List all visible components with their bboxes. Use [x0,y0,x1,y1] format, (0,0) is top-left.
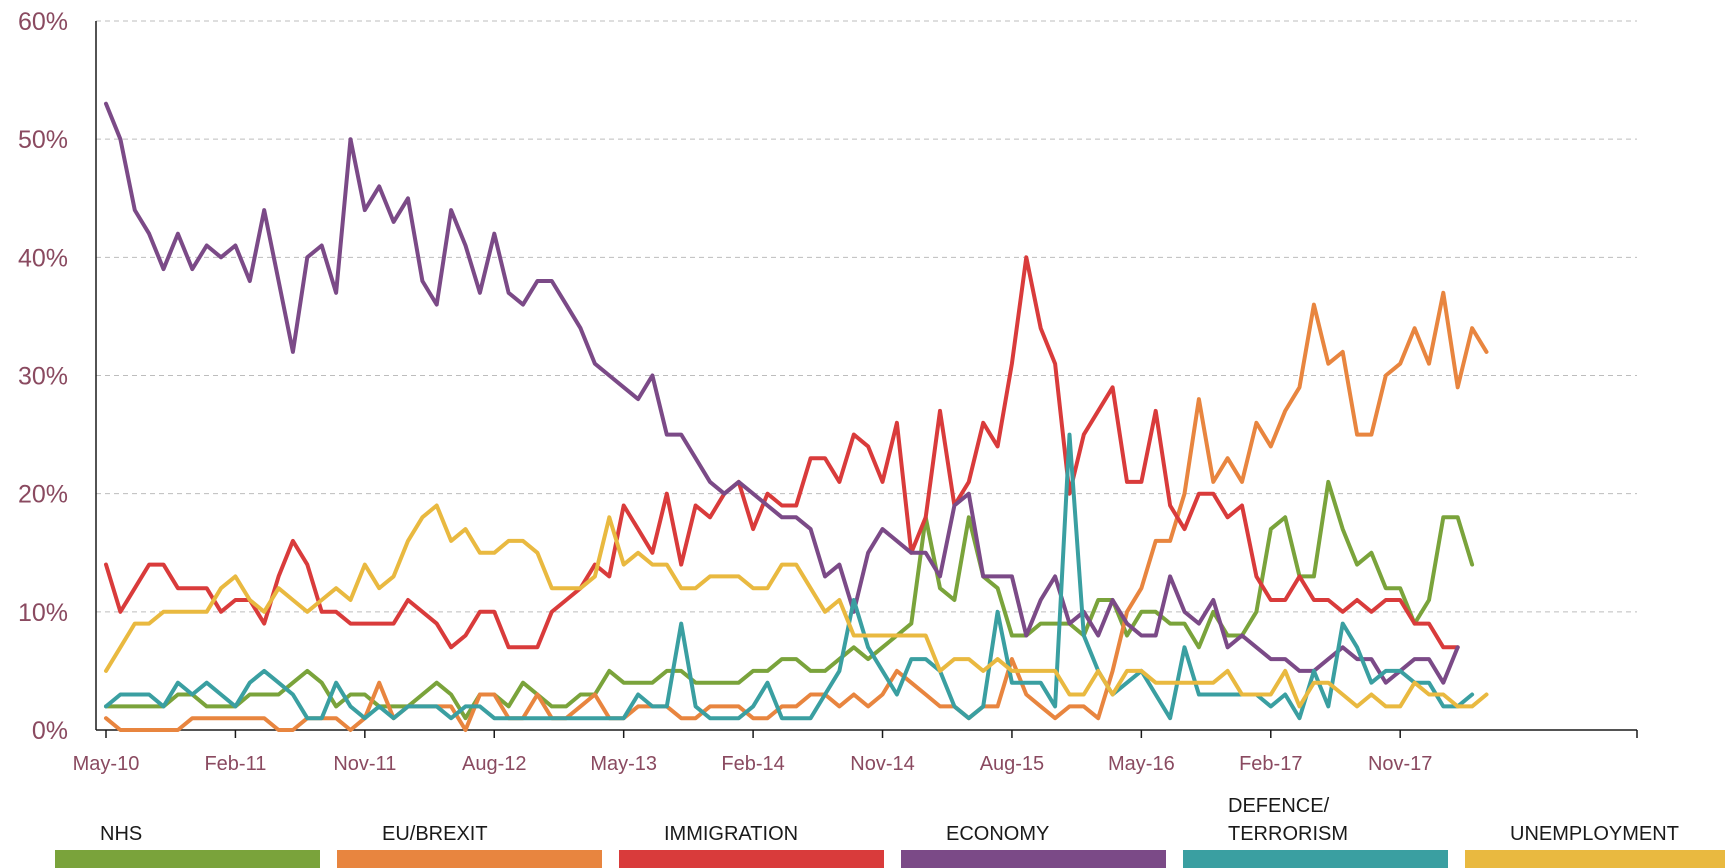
legend-swatch-unemployment [1465,850,1725,868]
series-line-immigration [104,255,1460,650]
legend-label-eu-brexit: EU/BREXIT [382,823,488,845]
legend-label-nhs: NHS [100,823,142,845]
x-tick-label: Feb-14 [721,753,784,775]
series-line-eu-brexit [104,290,1489,732]
y-tick-label: 40% [18,244,68,272]
legend-label-economy: ECONOMY [946,823,1049,845]
y-tick-label: 60% [18,8,68,36]
y-tick-label: 50% [18,126,68,154]
legend-swatch-eu-brexit [337,850,602,868]
legend-swatch-nhs [55,850,320,868]
x-tick-label: Nov-14 [850,753,914,775]
x-tick-label: Nov-11 [333,753,396,775]
legend: NHS EU/BREXIT IMMIGRATION ECONOMY DEFENCE/TE… [55,795,1725,868]
x-tick-label: Aug-12 [462,753,527,775]
series-line-economy [104,101,1460,685]
grid [96,20,1637,613]
x-tick-label: Nov-17 [1368,753,1432,775]
x-tick-label: May-13 [590,753,657,775]
axes: 0% 10% 20% 30% 40% 50% 60% May-10 Feb-11 Nov-11 Au… [18,8,1638,775]
legend-swatch-immigration [619,850,884,868]
x-tick-label: May-16 [1108,753,1175,775]
x-tick-label: Feb-11 [204,753,266,775]
legend-label-line: TERRORISM [1228,823,1348,845]
x-tick-label: Feb-17 [1239,753,1302,775]
y-tick-label: 20% [18,481,68,509]
legend-label-defence-terrorism: DEFENCE/TERRORISM [1228,795,1348,845]
y-tick-label: 10% [18,599,68,627]
y-tick-label: 30% [18,363,68,391]
legend-label-immigration: IMMIGRATION [664,823,798,845]
legend-swatch-economy [901,850,1166,868]
series-lines [104,101,1489,732]
legend-label-line: DEFENCE/ [1228,795,1330,817]
y-tick-label: 0% [32,717,68,745]
legend-swatch-defence-terrorism [1183,850,1448,868]
series-line-unemployment [104,503,1489,709]
legend-label-unemployment: UNEMPLOYMENT [1510,823,1679,845]
x-tick-label: May-10 [73,753,140,775]
series-line-nhs [104,479,1475,721]
x-tick-label: Aug-15 [980,753,1045,775]
